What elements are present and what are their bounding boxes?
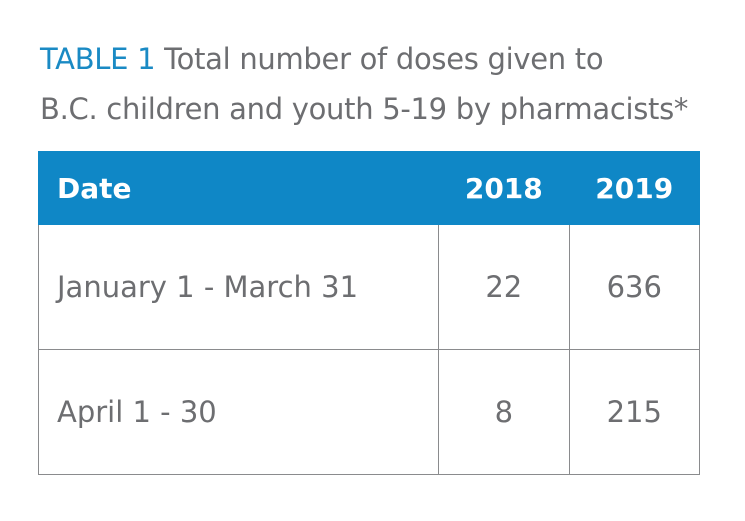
row-2019-cell: 636 (568, 224, 701, 350)
header-2018: 2018 (438, 151, 570, 225)
header-2019: 2019 (568, 151, 701, 225)
row-date-cell: January 1 - March 31 (37, 224, 440, 350)
table-header-row: Date 2018 2019 (37, 151, 701, 225)
doses-table: Date 2018 2019 January 1 - March 31 22 6… (37, 151, 701, 475)
header-date: Date (37, 151, 440, 225)
caption-title-part-2: B.C. children and youth 5-19 by pharmaci… (40, 92, 689, 126)
caption-title-part-1: Total number of doses given to (155, 42, 604, 76)
row-date-cell: April 1 - 30 (37, 349, 440, 475)
row-2018-cell: 22 (438, 224, 570, 350)
table-caption: TABLE 1 Total number of doses given to B… (40, 34, 740, 134)
table-label: TABLE 1 (40, 42, 156, 76)
table-row: April 1 - 30 8 215 (37, 349, 701, 475)
caption-line-1: TABLE 1 Total number of doses given to (40, 34, 740, 84)
row-2018-cell: 8 (438, 349, 570, 475)
table-row: January 1 - March 31 22 636 (37, 224, 701, 350)
row-2019-cell: 215 (568, 349, 701, 475)
